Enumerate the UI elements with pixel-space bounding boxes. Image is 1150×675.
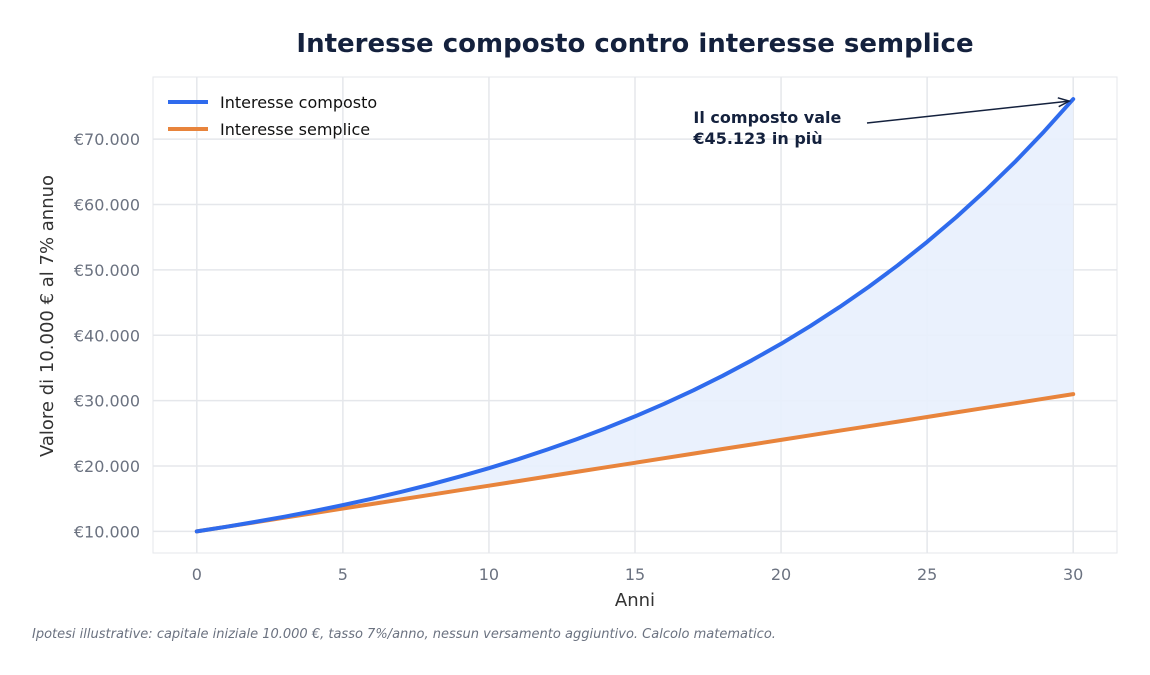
x-tick-label-2: 10 (479, 565, 499, 584)
y-tick-label-5: €60.000 (74, 196, 140, 215)
annotation: Il composto vale €45.123 in più (692, 97, 1072, 148)
x-tick-label-3: 15 (625, 565, 645, 584)
legend-label-0: Interesse composto (220, 93, 377, 112)
y-tick-label-0: €10.000 (74, 522, 140, 541)
y-tick-label-3: €40.000 (74, 326, 140, 345)
annotation-arrow-head (1057, 97, 1072, 108)
annotation-text-0: Il composto vale (693, 108, 841, 127)
x-tick-label-0: 0 (192, 565, 202, 584)
chart-title: Interesse composto contro interesse semp… (296, 29, 973, 59)
x-tick-label-4: 20 (771, 565, 791, 584)
annotation-text-1: €45.123 in più (692, 129, 822, 148)
legend-label-1: Interesse semplice (220, 120, 370, 139)
x-tick-label-1: 5 (338, 565, 348, 584)
y-tick-label-1: €20.000 (74, 457, 140, 476)
x-tick-label-5: 25 (917, 565, 937, 584)
series-line-composto (194, 97, 1076, 534)
footnote: Ipotesi illustrative: capitale iniziale … (32, 627, 776, 642)
y-tick-label-2: €30.000 (74, 392, 140, 411)
y-tick-label-4: €50.000 (74, 261, 140, 280)
x-tick-label-6: 30 (1063, 565, 1083, 584)
x-axis-title: Anni (615, 590, 655, 611)
tick-labels: 0 5 10 15 20 25 30 €10.000 €20.000 €30.000 €40.000… (74, 130, 1084, 584)
y-tick-label-6: €70.000 (74, 130, 140, 149)
fill-between-area (196, 99, 1074, 532)
legend: Interesse composto Interesse semplice (168, 93, 377, 139)
plot-frame (152, 76, 1118, 554)
annotation-arrow-line (866, 100, 1070, 124)
y-axis-title: Valore di 10.000 € al 7% annuo (37, 175, 58, 457)
series-group (194, 97, 1076, 534)
series-line-semplice (194, 392, 1076, 534)
